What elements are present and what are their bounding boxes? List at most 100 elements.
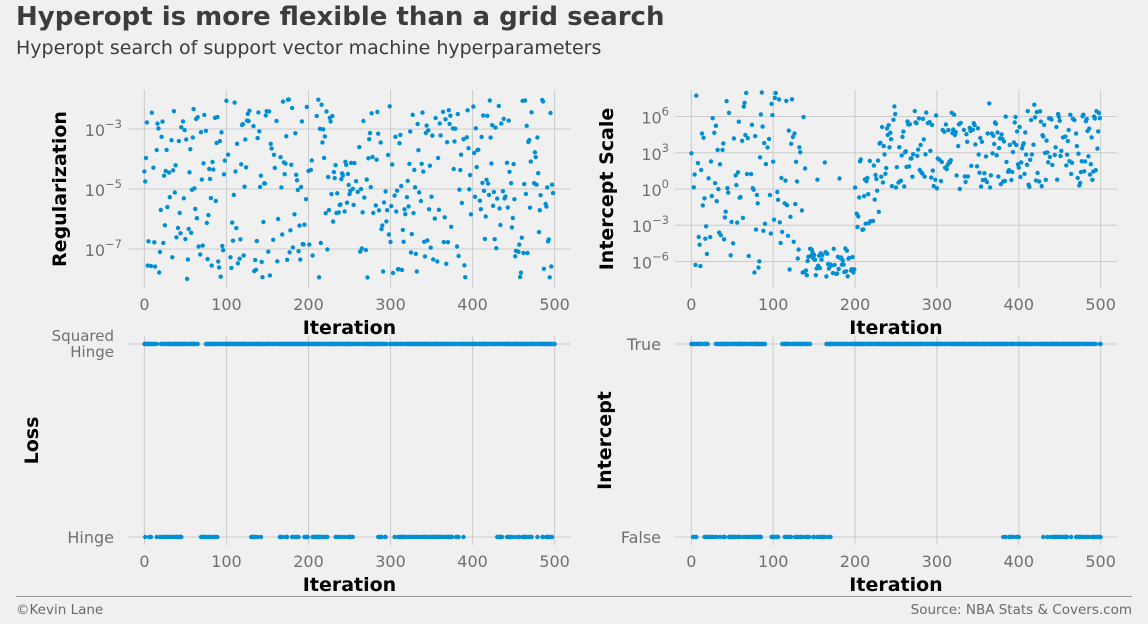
scatter-point [951,112,957,117]
scatter-point [461,137,466,142]
scatter-point [699,167,704,173]
scatter-point [167,195,172,200]
scatter-point [519,235,524,240]
scatter-point [699,131,705,136]
scatter-point [785,233,791,238]
scatter-point [380,223,385,228]
scatter-point [1068,112,1073,118]
scatter-point [241,253,246,258]
scatter-point [692,172,697,177]
scatter-point [1034,109,1040,115]
scatter-point [271,237,276,242]
scatter-point [706,176,711,181]
scatter-point [163,168,168,174]
scatter-point [884,126,890,131]
scatter-point [1031,142,1036,147]
scatter-point [338,534,343,540]
scatter-point [715,147,720,153]
scatter-point [795,256,800,261]
x-tick-label: 300 [375,552,406,571]
scatter-point [521,250,526,256]
scatter-point [1092,116,1098,121]
scatter-point [703,224,709,229]
scatter-point [1098,341,1103,347]
scatter-point [755,201,760,206]
scatter-point [875,188,880,193]
scatter-point [928,148,933,153]
scatter-point [184,137,189,142]
scatter-point [332,175,337,181]
scatter-point [393,134,398,139]
scatter-point [857,195,862,200]
scatter-point [488,135,493,140]
chart-title: Hyperopt is more flexible than a grid se… [16,2,665,32]
scatter-point [285,257,290,262]
scatter-point [743,132,748,138]
scatter-point [804,273,809,278]
scatter-point [815,177,820,182]
scatter-point [142,169,147,174]
scatter-point [494,246,499,251]
y-tick-label: 103 [641,140,669,163]
x-tick-label: 500 [539,295,570,314]
scatter-point [329,191,334,197]
scatter-point [759,90,764,95]
scatter-point [805,258,810,264]
scatter-point [513,254,518,259]
scatter-point [856,214,861,219]
scatter-point [1090,177,1095,182]
scatter-point [789,97,795,102]
scatter-point [216,259,221,264]
scatter-point [689,151,694,156]
scatter-point [1064,163,1069,168]
scatter-point [491,189,497,195]
scatter-point [338,202,343,207]
scatter-point [184,276,190,281]
scatter-point [788,214,793,219]
scatter-point [784,203,790,208]
scatter-point [897,145,902,150]
scatter-point [837,176,842,181]
scatter-point [191,106,196,112]
scatter-point [776,97,782,102]
scatter-point [459,200,465,206]
scatter-point [1076,151,1081,156]
scatter-point [461,534,466,540]
scatter-point [426,207,432,212]
scatter-point [145,263,150,268]
scatter-point [876,209,881,214]
scatter-point [1098,534,1103,540]
scatter-point [481,188,487,193]
scatter-point [784,98,789,104]
scatter-point [880,180,886,185]
scatter-point [198,130,204,135]
scatter-point [850,254,855,260]
scatter-point [976,152,981,157]
scatter-point [293,131,298,136]
scatter-point [873,172,878,178]
scatter-point [739,138,745,143]
scatter-point [294,172,299,177]
scatter-point [1019,160,1024,165]
scatter-point [757,259,762,264]
scatter-point [325,247,330,252]
scatter-point [1093,168,1098,173]
scatter-point [275,259,280,264]
scatter-point [446,108,451,113]
scatter-point [996,145,1002,151]
scatter-point [316,275,322,280]
x-tick-label: 100 [211,552,242,571]
scatter-point [218,274,223,279]
scatter-point [738,534,743,540]
scatter-point [508,181,514,186]
scatter-point [232,100,237,105]
scatter-point [183,236,188,242]
scatter-point [220,243,225,249]
scatter-point [517,534,522,540]
scatter-point [457,187,462,192]
y-tick-label: Hinge [67,528,114,547]
scatter-point [693,262,698,268]
scatter-point [1032,115,1038,120]
scatter-point [1021,141,1026,146]
scatter-point [721,237,727,242]
